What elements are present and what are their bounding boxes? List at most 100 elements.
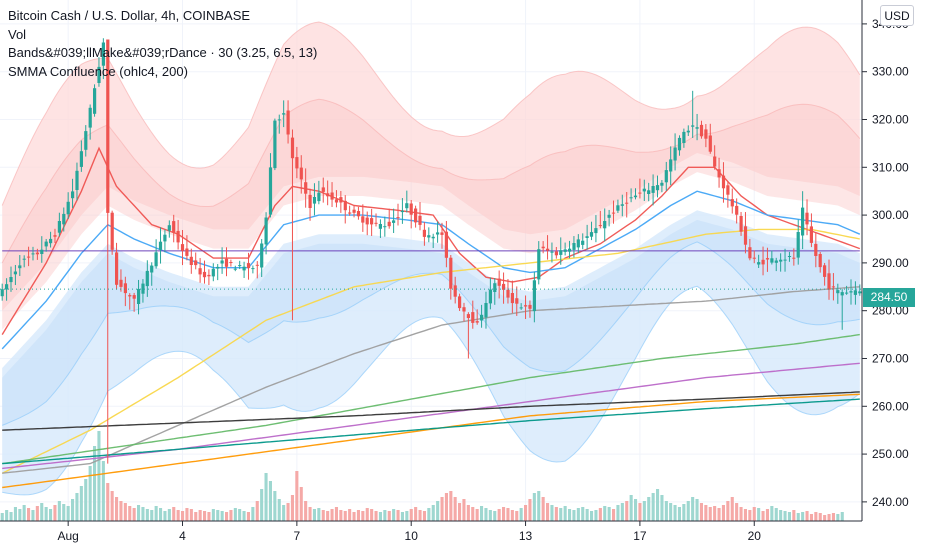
candle [515,286,519,316]
volume-bar [119,501,123,521]
candle-body [383,226,387,228]
volume-bar [480,506,484,521]
candle [845,285,849,295]
candle [642,179,646,201]
candle-body [449,257,453,289]
volume-bar [484,508,488,521]
volume-bar [150,510,154,521]
candle [695,113,699,141]
volume-bar [106,483,110,521]
candle-body [488,289,492,304]
candle [277,114,281,134]
volume-bar [97,431,101,521]
volume-bar [238,509,242,521]
candle-body [229,262,233,263]
candle [585,224,589,250]
volume-bar [656,489,660,521]
candle [128,293,132,310]
candle-body [308,194,312,208]
candle [708,123,712,154]
candle [22,255,26,268]
candle [180,229,185,266]
legend-smma[interactable]: SMMA Confluence (ohlc4, 200) [8,63,188,79]
candle-body [304,182,308,194]
candle-body [519,307,523,309]
volume-bar [647,497,651,521]
candle [449,254,453,300]
volume-bar [532,493,536,521]
candle-body [207,274,211,277]
candle-body [774,260,778,263]
y-tick-label: 290.00 [872,256,909,270]
candle-body [814,243,818,256]
candle-body [418,215,422,225]
volume-bar [524,505,528,521]
legend-symbol[interactable]: Bitcoin Cash / U.S. Dollar, 4h, COINBASE [8,8,251,23]
candle [304,168,308,208]
candle-body [40,249,44,254]
volume-bar [616,505,620,521]
legend-bands[interactable]: Bands&#039;llMake&#039;rDance · 30 (3.25… [8,45,318,60]
candle-body [9,277,13,283]
candle [211,263,215,282]
volume-bar [9,512,13,521]
volume-bar [827,514,831,521]
candle [9,266,13,292]
y-tick-label: 260.00 [872,399,909,413]
legend-vol[interactable]: Vol [8,26,27,42]
volume-bar [783,511,787,521]
candle [589,221,594,241]
volume-bar [730,497,734,521]
volume-bar [137,505,141,521]
candle [93,84,97,117]
volume-bar [132,508,136,521]
candle [431,233,435,249]
candle-body [739,216,743,232]
volume-bar [612,509,616,521]
candle [796,219,800,265]
candle [611,200,616,224]
volume-bar [198,510,202,521]
volume-bar [638,503,642,521]
candle-body [506,289,510,298]
volume-bar [510,510,514,521]
candle [361,204,365,232]
candle [339,190,343,213]
candle-body [176,230,180,243]
ma-line-8 [2,398,860,465]
candle [0,283,4,301]
candle [638,178,642,199]
candle [664,161,668,191]
candle-body [242,266,246,271]
volume-bar [330,509,334,521]
candle [779,253,783,272]
candle [75,162,79,201]
volume-bar [739,507,743,521]
volume-bar [576,508,580,521]
candle [53,228,57,243]
candle-body [743,226,748,245]
candle-body [836,290,840,294]
volume-bar [405,511,409,521]
candle [308,188,312,221]
candle-body [356,211,361,217]
volume-bar [181,511,185,521]
candle-body [796,232,800,258]
candle-body [18,265,22,269]
candle-body [655,185,660,191]
ma-line-5 [2,362,860,470]
volume-bar [286,503,290,521]
candle [792,248,796,266]
candle [409,200,413,229]
currency-button[interactable]: USD [880,5,914,26]
candle-body [158,241,163,250]
candle [268,153,273,218]
volume-bar [506,508,510,521]
volume-bar [568,509,572,521]
candle-body [5,284,9,290]
candle-body [13,271,17,275]
candle-body [106,39,110,213]
candle-body [752,257,756,259]
